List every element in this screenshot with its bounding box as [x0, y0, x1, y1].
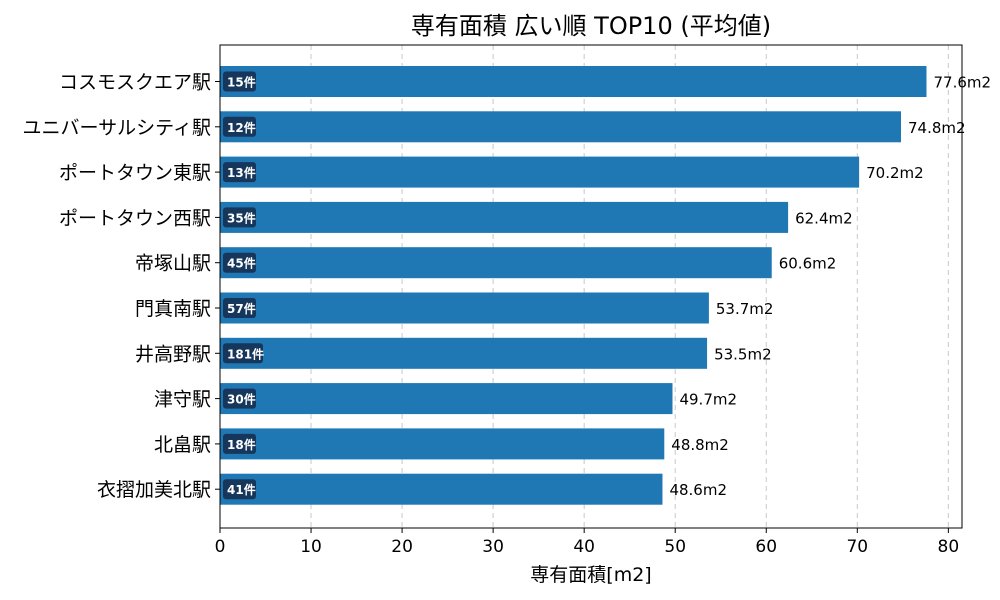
count-badge — [223, 162, 256, 183]
category-label: ユニバーサルシティ駅 — [23, 117, 211, 139]
count-badge — [223, 71, 256, 92]
x-tick-label: 40 — [573, 537, 595, 557]
category-label: ポートタウン西駅 — [59, 207, 211, 229]
x-tick-label: 20 — [391, 537, 413, 557]
x-tick-label: 30 — [482, 537, 504, 557]
count-badge — [223, 116, 256, 137]
count-label: 13件 — [227, 165, 256, 180]
count-label: 181件 — [227, 346, 264, 361]
bar — [220, 428, 665, 460]
value-label: 60.6m2 — [779, 255, 837, 273]
category-label: コスモスクエア駅 — [59, 72, 211, 94]
count-badge — [223, 252, 256, 273]
value-label: 53.7m2 — [716, 300, 774, 318]
x-axis-label: 専有面積[m2] — [530, 564, 651, 586]
x-tick-label: 0 — [215, 537, 226, 557]
count-label: 18件 — [227, 437, 256, 452]
count-label: 35件 — [227, 210, 256, 225]
x-tick-label: 80 — [938, 537, 960, 557]
count-label: 41件 — [227, 482, 256, 497]
chart-title: 専有面積 広い順 TOP10 (平均値) — [411, 12, 771, 40]
count-label: 15件 — [227, 75, 256, 90]
category-label: 井高野駅 — [135, 343, 211, 365]
bar — [220, 292, 709, 324]
bar — [220, 383, 673, 415]
x-tick-label: 50 — [664, 537, 686, 557]
value-label: 70.2m2 — [866, 164, 924, 182]
x-tick-label: 10 — [300, 537, 322, 557]
category-label: 門真南駅 — [135, 298, 211, 320]
value-label: 62.4m2 — [795, 209, 853, 227]
bar — [220, 473, 663, 505]
category-label: 北畠駅 — [154, 434, 211, 456]
category-label: 津守駅 — [154, 389, 211, 411]
bar — [220, 111, 902, 143]
category-label: 帝塚山駅 — [135, 253, 211, 275]
value-label: 53.5m2 — [714, 345, 772, 363]
count-badge — [223, 479, 256, 500]
value-label: 49.7m2 — [679, 391, 737, 409]
x-tick-label: 60 — [755, 537, 777, 557]
count-label: 45件 — [227, 256, 256, 271]
count-badge — [223, 433, 256, 454]
count-badge — [223, 388, 256, 409]
count-badge — [223, 343, 263, 364]
value-label: 48.6m2 — [669, 481, 727, 499]
count-badge — [223, 207, 256, 228]
bar — [220, 156, 860, 188]
bar — [220, 337, 708, 369]
category-label: ポートタウン東駅 — [59, 162, 211, 184]
plot-frame — [219, 44, 963, 529]
bar — [220, 66, 927, 97]
category-label: 衣摺加美北駅 — [97, 479, 211, 501]
x-axis-ticks: 0 10 20 30 40 50 60 70 80 — [215, 528, 960, 557]
category-labels: コスモスクエア駅ユニバーサルシティ駅ポートタウン東駅ポートタウン西駅帝塚山駅門真… — [23, 72, 220, 501]
count-label: 57件 — [227, 301, 256, 316]
value-label: 74.8m2 — [908, 119, 966, 137]
bar — [220, 201, 789, 233]
count-label: 30件 — [227, 392, 256, 407]
bar — [220, 247, 772, 279]
x-tick-label: 70 — [846, 537, 868, 557]
value-label: 48.8m2 — [671, 436, 729, 454]
count-badge — [223, 298, 256, 318]
count-label: 12件 — [227, 120, 256, 135]
